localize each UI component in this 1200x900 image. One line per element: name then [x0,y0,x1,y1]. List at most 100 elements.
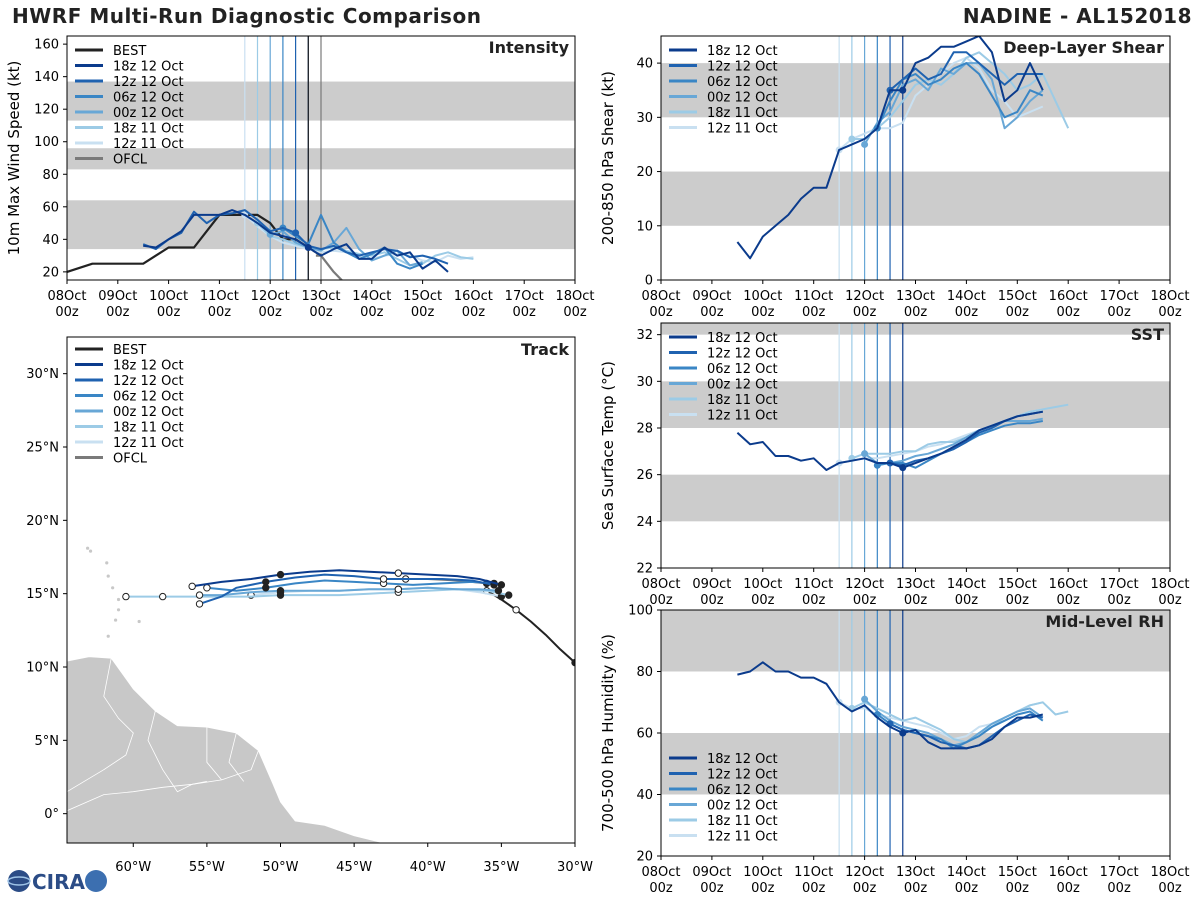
x-tick-label: 15Oct [998,289,1037,304]
y-axis-label: Sea Surface Temp (°C) [599,361,617,530]
threshold-band [661,474,1170,522]
track-marker [195,600,204,608]
series-line-12z-12-oct [889,51,1043,91]
x-tick-label: 00z [649,593,673,608]
x-tick-label: 11Oct [794,865,833,880]
x-tick-label: 00z [1107,593,1131,608]
logo-ring [7,876,31,886]
track-line-18z-12-oct [192,569,502,588]
init-marker [848,135,856,143]
legend-label: 06z 12 Oct [113,390,184,405]
x-tick-label: 11Oct [794,577,833,592]
legend-label: 18z 12 Oct [707,44,778,59]
x-tick-label: 09Oct [692,577,731,592]
init-marker [899,464,907,472]
series-group [737,661,1069,750]
x-tick-label: 55°W [189,860,225,875]
x-tick-label: 00z [55,305,79,320]
x-tick-label: 00z [1006,593,1030,608]
y-tick-label: 30 [636,111,653,126]
x-tick-label: 08Oct [641,865,680,880]
legend-label: 12z 11 Oct [707,409,778,424]
init-marker [899,86,907,94]
legend-label: 18z 11 Oct [113,421,184,436]
x-tick-label: 09Oct [692,865,731,880]
init-marker [899,729,907,737]
legend-label: BEST [113,44,146,59]
x-tick-label: 10Oct [743,865,782,880]
x-tick-label: 08Oct [47,289,86,304]
y-tick-label: 40 [636,788,653,803]
x-tick-label: 00z [411,305,435,320]
legend-label: OFCL [113,153,148,168]
y-tick-label: 40 [42,233,59,248]
legend-label: BEST [113,343,146,358]
legend-label: 18z 12 Oct [113,359,184,374]
legend-label: 18z 11 Oct [707,814,778,829]
island [116,608,121,612]
x-tick-label: 17Oct [1100,865,1139,880]
y-tick-label: 0 [645,274,653,289]
legend-label: 00z 12 Oct [707,799,778,814]
x-tick-label: 00z [259,305,283,320]
y-tick-label: 80 [42,168,59,183]
track-marker [394,569,403,577]
x-tick-label: 17Oct [1100,289,1139,304]
init-marker [861,450,869,458]
x-tick-label: 00z [462,305,486,320]
land-south-america [67,656,384,843]
track-marker [203,584,211,592]
track-marker [188,582,196,591]
series-line-00z-12-oct [863,62,1044,145]
panel-title: Track [521,340,569,359]
legend-label: 12z 12 Oct [113,75,184,90]
x-tick-label: 00z [1158,305,1182,320]
figure-title: HWRF Multi-Run Diagnostic Comparison [12,4,482,28]
x-tick-label: 00z [563,305,587,320]
y-tick-label: 30°N [26,367,59,382]
legend-label: 12z 11 Oct [113,436,184,451]
x-tick-label: 18Oct [1150,865,1189,880]
island [105,561,109,565]
x-tick-label: 14Oct [947,289,986,304]
x-tick-label: 17Oct [505,289,544,304]
legend-label: 12z 12 Oct [113,374,184,389]
x-tick-label: 00z [1158,593,1182,608]
track-line-00z-12-oct [199,586,499,597]
x-tick-label: 00z [1107,881,1131,896]
y-tick-label: 20 [42,265,59,280]
x-tick-label: 10Oct [149,289,188,304]
legend-label: 12z 11 Oct [113,137,184,152]
legend-label: 06z 12 Oct [707,783,778,798]
island [137,619,141,624]
x-tick-label: 18Oct [1150,577,1189,592]
logo-globe [8,870,30,892]
x-tick-label: 09Oct [98,289,137,304]
x-tick-label: 10Oct [743,577,782,592]
y-tick-label: 120 [34,103,59,118]
island [116,597,121,602]
storm-title: NADINE - AL152018 [962,4,1192,28]
legend-label: 12z 12 Oct [707,768,778,783]
x-tick-label: 12Oct [845,577,884,592]
y-tick-label: 22 [636,562,653,577]
x-tick-label: 00z [106,305,130,320]
panel-track: 60°W 55°W 50°W 45°W 40°W 35°W 30°W 0° 5°N 10°N 15°… [26,336,593,875]
x-tick-label: 00z [513,305,537,320]
y-tick-label: 20°N [26,514,59,529]
series-line-18z-12-oct [736,410,1043,471]
legend-label: 18z 12 Oct [707,752,778,767]
x-tick-label: 00z [649,305,673,320]
x-tick-label: 00z [360,305,384,320]
track-marker [505,591,513,599]
x-tick-label: 00z [751,881,775,896]
x-tick-label: 00z [157,305,181,320]
y-tick-label: 160 [34,38,59,53]
axes-frame [66,336,576,844]
track-line-12z-12-oct [199,573,495,605]
track-marker [379,575,388,583]
island [111,586,115,590]
legend-label: 18z 12 Oct [707,331,778,346]
x-tick-label: 13Oct [896,865,935,880]
track-marker [494,587,503,595]
